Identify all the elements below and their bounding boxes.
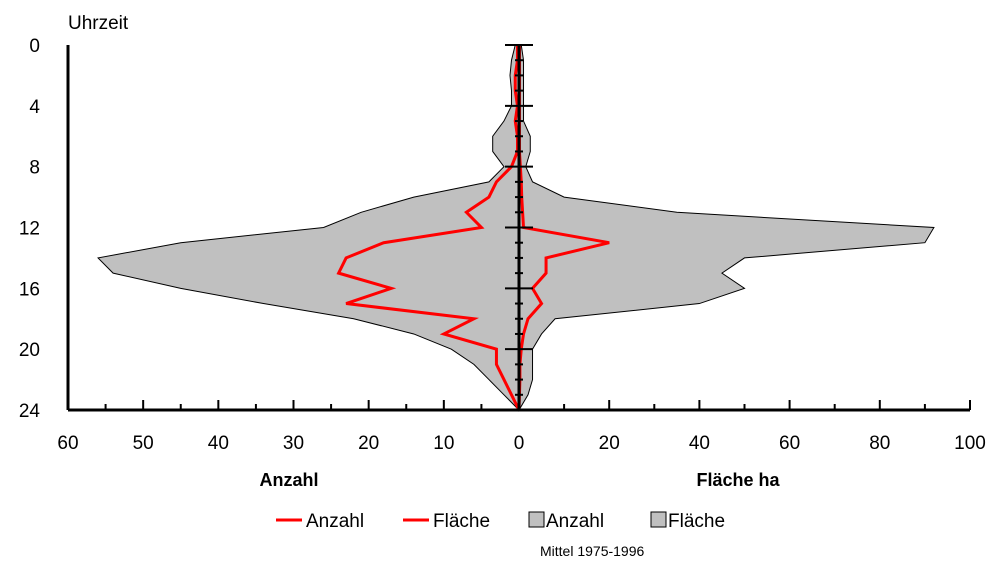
right-x-tick-label: 40 [689,433,710,454]
left-x-tick-label: 10 [433,433,454,454]
legend-label-area-anzahl: Anzahl [546,511,604,532]
right-x-tick-label: 20 [599,433,620,454]
period-note: Mittel 1975-1996 [540,543,645,559]
y-tick-label: 24 [19,401,41,422]
y-tick-label: 20 [19,340,40,361]
y-tick-label: 4 [29,97,40,118]
left-x-tick-label: 40 [208,433,229,454]
y-tick-label: 16 [19,279,40,300]
left-x-tick-label: 30 [283,433,304,454]
area-fläche-right [518,44,935,412]
y-tick-label: 12 [19,219,40,240]
right-x-tick-label: 100 [954,433,986,454]
legend: Anzahl Fläche Anzahl Fläche [276,511,725,532]
legend-label-line-flaeche: Fläche [433,511,490,532]
left-x-tick-label: 60 [57,433,78,454]
area-layer [97,44,935,412]
right-x-tick-label: 60 [779,433,800,454]
left-x-tick-label: 50 [133,433,154,454]
legend-label-area-flaeche: Fläche [668,511,725,532]
y-axis-label: Uhrzeit [68,13,129,34]
legend-swatch-area-flaeche [650,511,667,528]
y-tick-label: 8 [29,158,40,179]
right-x-tick-label: 80 [869,433,890,454]
left-axis-title: Anzahl [259,470,318,490]
right-axis-title: Fläche ha [696,470,780,490]
legend-swatch-area-anzahl [528,511,545,528]
left-x-tick-label: 20 [358,433,379,454]
y-tick-label: 0 [29,36,40,57]
left-x-tick-label: 0 [514,433,525,454]
legend-label-line-anzahl: Anzahl [306,511,364,532]
area-anzahl-left [97,44,520,412]
